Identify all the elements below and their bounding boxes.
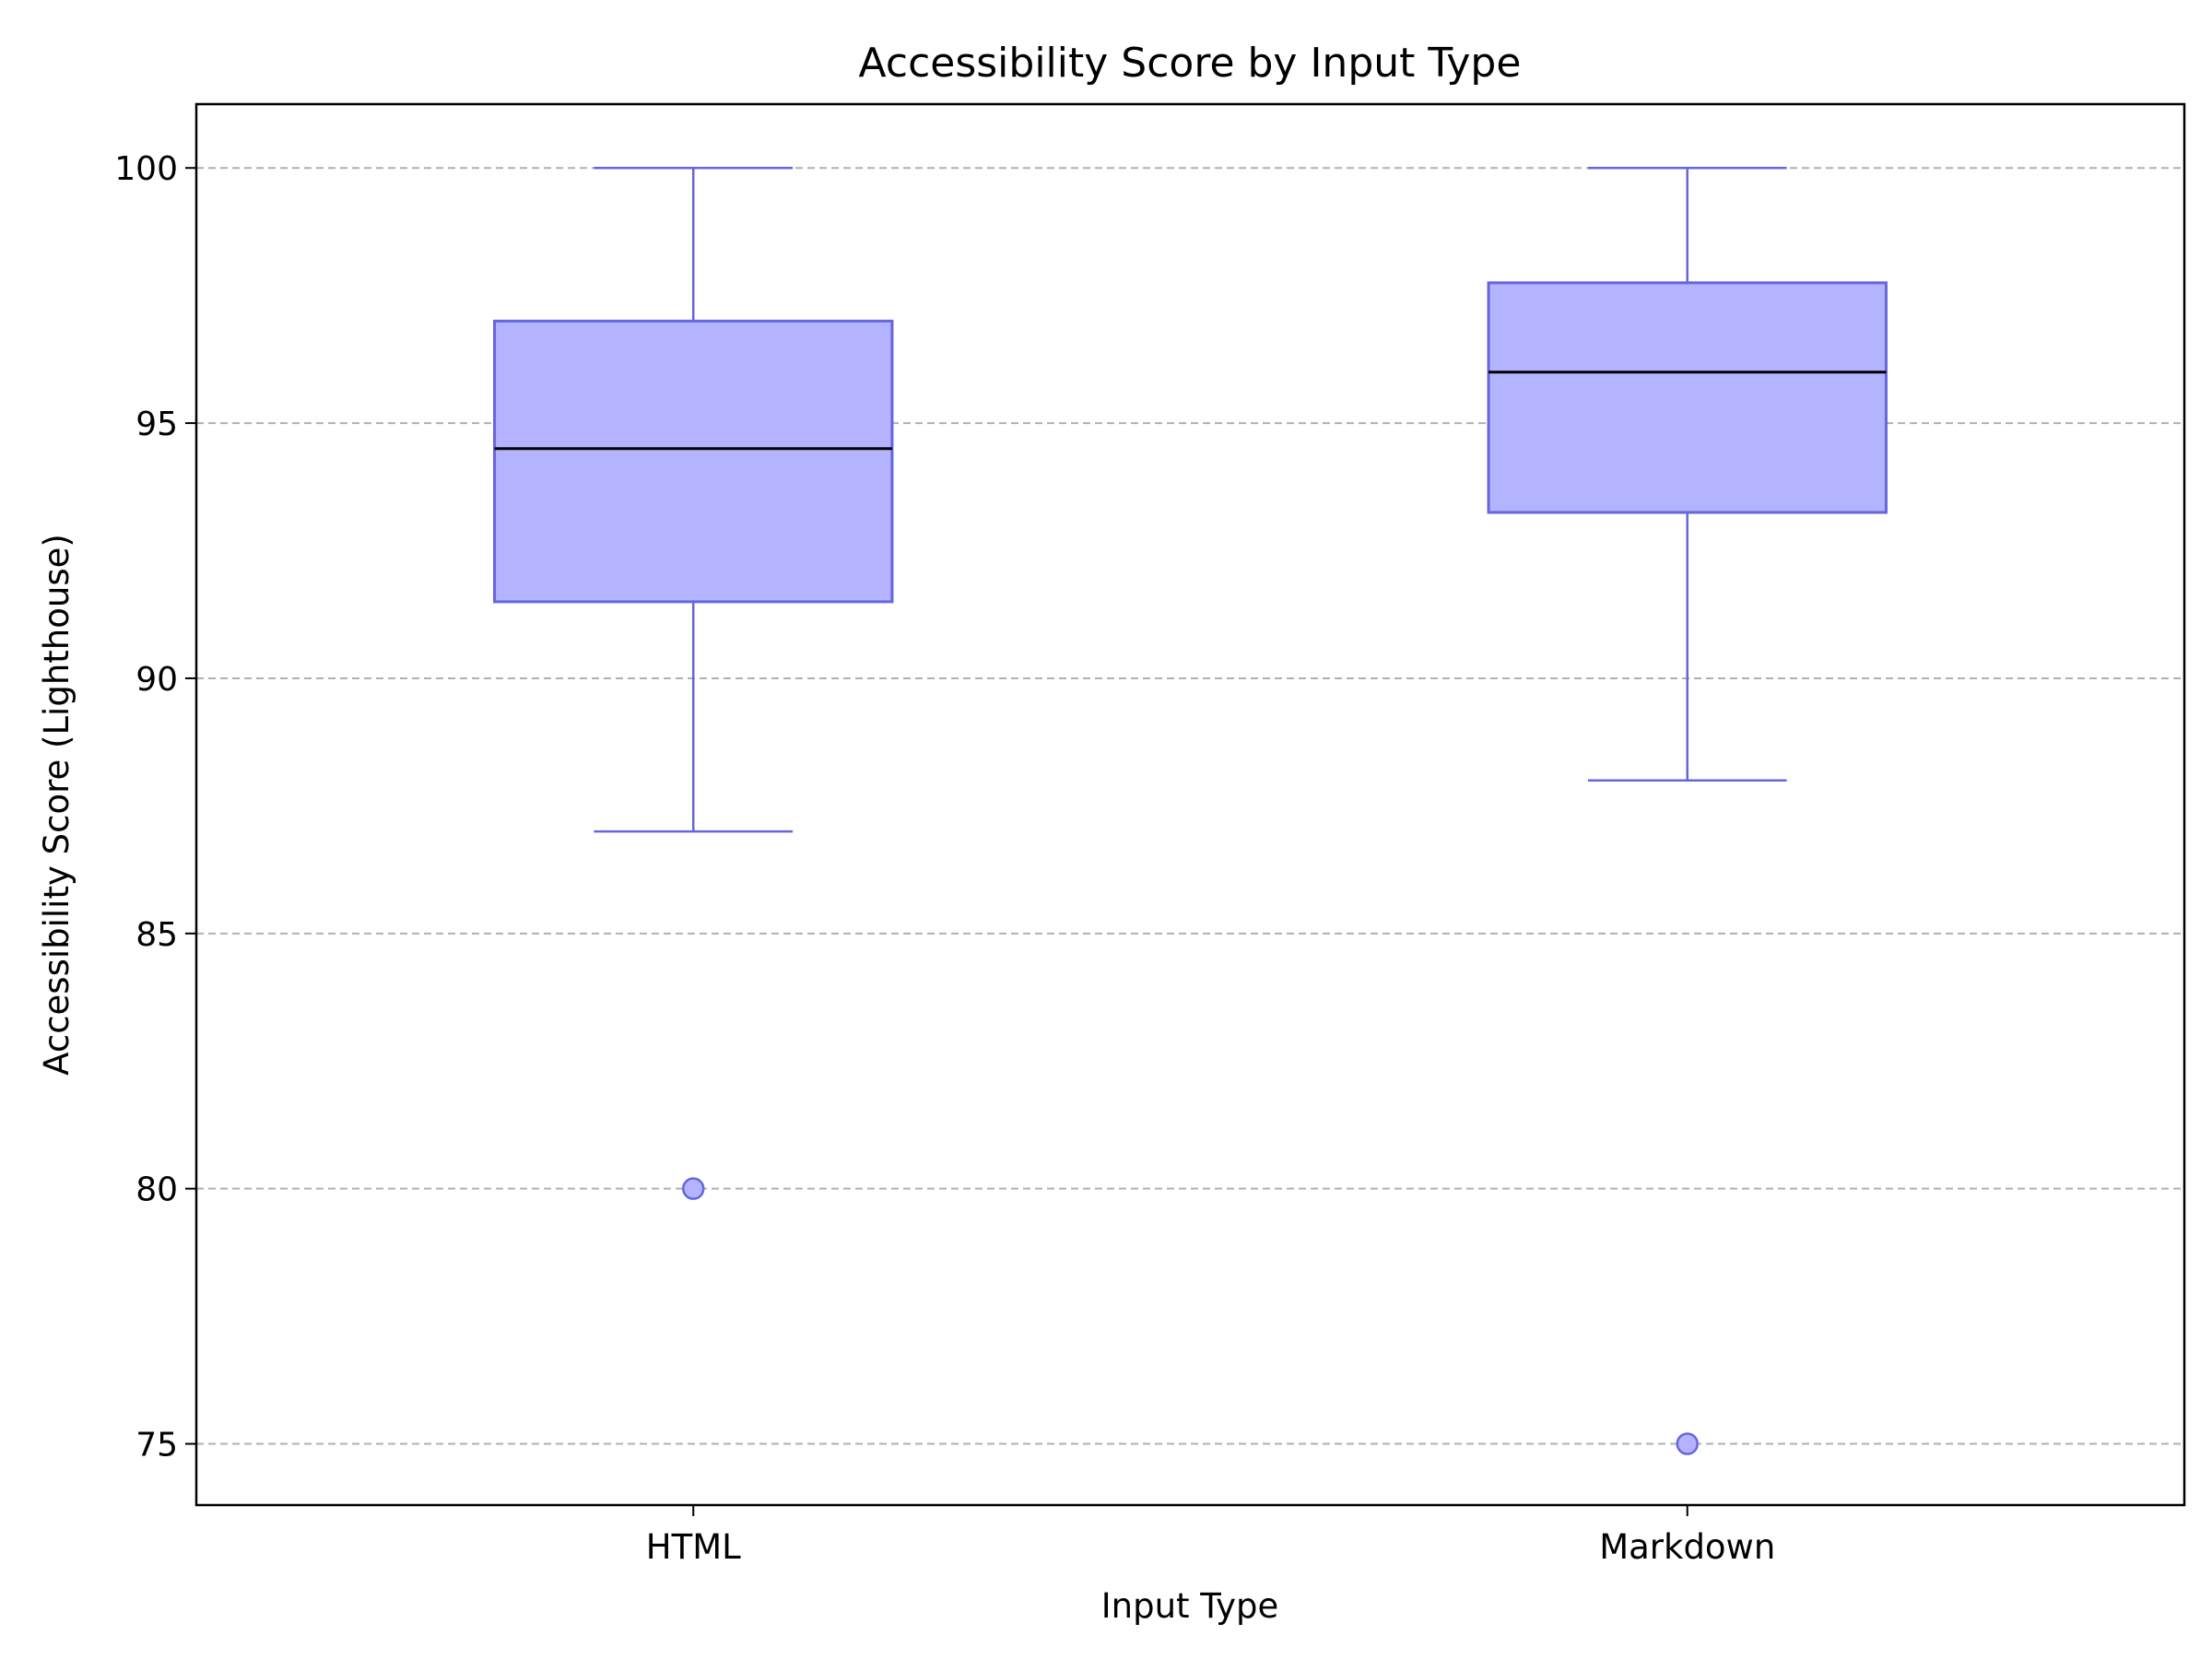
y-tick-label: 90	[135, 661, 178, 699]
x-tick-label: HTML	[646, 1527, 741, 1567]
plot-frame	[194, 102, 2186, 1507]
y-axis-label: Accessibility Score (Lighthouse)	[37, 534, 76, 1076]
y-tick-label: 100	[114, 150, 178, 188]
iqr-box	[493, 319, 894, 604]
outlier-point	[682, 1177, 705, 1200]
chart-title: Accessibility Score by Input Type	[859, 40, 1522, 87]
box-html	[493, 166, 894, 1200]
y-tick-label: 85	[135, 916, 178, 954]
y-tick-label: 95	[135, 406, 178, 443]
y-axis-ticks: 75 80 85 90 95 100	[114, 150, 196, 1465]
outlier-point	[1676, 1432, 1699, 1455]
x-tick-label: Markdown	[1599, 1527, 1775, 1567]
x-axis-label: Input Type	[1101, 1586, 1279, 1626]
x-axis-ticks: HTML Markdown	[646, 1505, 1775, 1567]
box-plots	[493, 166, 1888, 1455]
y-tick-label: 80	[135, 1171, 178, 1209]
box-markdown	[1487, 166, 1888, 1455]
iqr-box	[1487, 281, 1888, 514]
y-tick-label: 75	[135, 1427, 178, 1465]
